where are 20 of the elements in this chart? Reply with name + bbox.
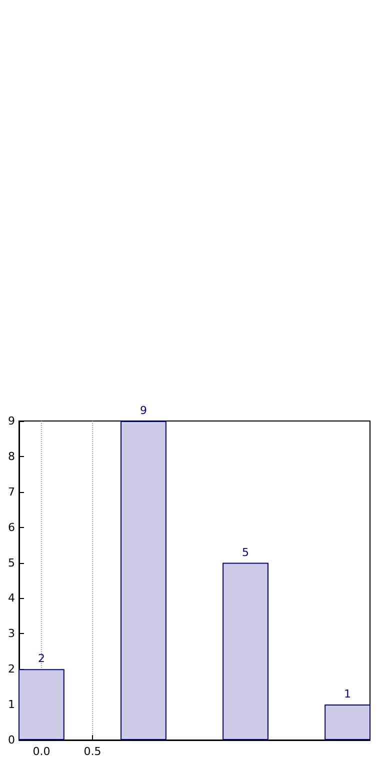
y-tick-label: 6: [8, 520, 15, 534]
data-label: 9: [140, 404, 147, 417]
y-tick-label: 7: [8, 485, 15, 498]
y-tick-label: 5: [8, 556, 15, 570]
y-tick-label: 4: [8, 592, 15, 605]
y-tick-label: 0: [8, 734, 15, 746]
data-label: 5: [242, 546, 250, 559]
y-tick-label: 2: [8, 662, 15, 676]
y-tick-label: 1: [8, 698, 15, 712]
y-tick-label: 8: [8, 450, 15, 463]
bar: [222, 562, 268, 740]
y-tick-label: 9: [8, 414, 15, 428]
bar: [120, 421, 166, 740]
x-tick-label: 0.5: [84, 745, 102, 758]
bar: [324, 704, 371, 740]
data-label: 1: [344, 688, 352, 701]
bar: [18, 669, 64, 740]
data-label: 2: [38, 652, 45, 666]
y-tick-label: 3: [8, 627, 15, 640]
x-tick-label: 0.0: [32, 745, 50, 758]
